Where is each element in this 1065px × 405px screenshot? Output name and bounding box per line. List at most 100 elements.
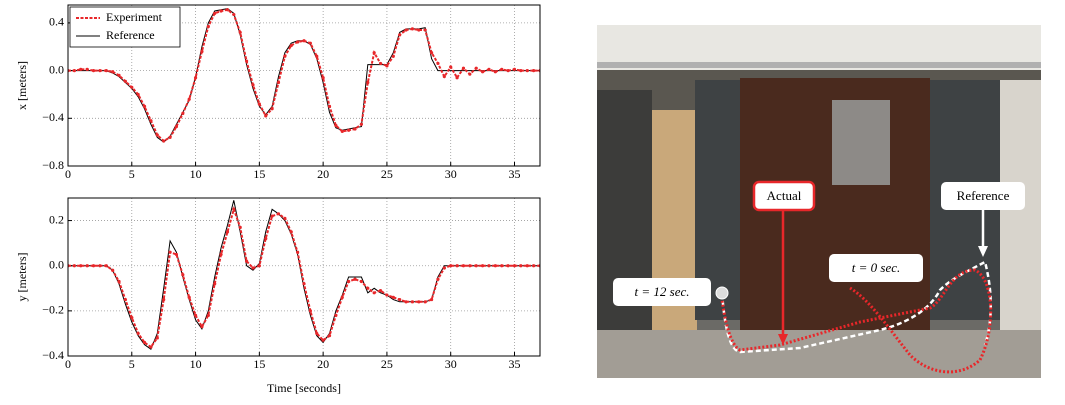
data-point [379, 62, 382, 65]
data-point [207, 314, 210, 317]
data-point [296, 251, 299, 254]
data-point [130, 86, 133, 89]
data-point [283, 217, 286, 220]
data-point [334, 124, 337, 127]
data-point [398, 33, 401, 36]
data-point [232, 208, 235, 211]
y-tick-label: −0.8 [42, 158, 64, 172]
data-point [430, 51, 433, 54]
data-point [373, 291, 376, 294]
data-point [277, 212, 280, 215]
data-point [156, 133, 159, 136]
x-tick-label: 35 [508, 167, 520, 181]
x-tick-label: 25 [381, 167, 393, 181]
data-point [462, 264, 465, 267]
x-tick-label: 20 [317, 167, 329, 181]
data-point [73, 264, 76, 267]
data-point [360, 280, 363, 283]
data-point [162, 139, 165, 142]
photo: Actual Reference t = 12 sec. t = 0 sec. [597, 25, 1041, 378]
data-point [124, 80, 127, 83]
data-point [481, 264, 484, 267]
data-point [98, 69, 101, 72]
data-point [130, 316, 133, 319]
series-line [68, 200, 540, 349]
x-tick-label: 5 [129, 357, 135, 371]
data-point [290, 44, 293, 47]
data-point [213, 282, 216, 285]
data-point [92, 264, 95, 267]
data-point [315, 332, 318, 335]
data-point [392, 55, 395, 58]
data-point [443, 75, 446, 78]
data-point [328, 334, 331, 337]
data-point [424, 300, 427, 303]
data-point [264, 114, 267, 117]
data-point [124, 298, 127, 301]
data-point [105, 69, 108, 72]
data-point [117, 280, 120, 283]
data-point [404, 28, 407, 31]
reference-label: Reference [957, 188, 1010, 203]
data-point [487, 264, 490, 267]
plot-area [66, 200, 541, 349]
data-point [143, 105, 146, 108]
floor [597, 330, 1041, 378]
data-point [315, 55, 318, 58]
x-axis-label: Time [seconds] [267, 381, 341, 395]
data-point [532, 264, 535, 267]
data-point [111, 269, 114, 272]
data-point [290, 230, 293, 233]
data-point [264, 237, 267, 240]
data-point [500, 68, 503, 71]
data-point [283, 55, 286, 58]
data-point [137, 93, 140, 96]
x-tick-label: 0 [65, 167, 71, 181]
door-window [832, 100, 890, 185]
data-point [385, 64, 388, 67]
x-tick-label: 30 [445, 357, 457, 371]
data-point [519, 69, 522, 72]
data-point [149, 119, 152, 122]
robot [716, 287, 728, 299]
x-tick-label: 20 [317, 357, 329, 371]
data-point [462, 67, 465, 70]
data-point [251, 83, 254, 86]
x-tick-label: 30 [445, 167, 457, 181]
data-point [149, 345, 152, 348]
data-point [92, 69, 95, 72]
data-point [468, 73, 471, 76]
data-point [417, 28, 420, 31]
x-tick-label: 10 [190, 357, 202, 371]
data-point [258, 102, 261, 105]
frame-top [597, 62, 1041, 68]
data-point [156, 336, 159, 339]
data-point [181, 273, 184, 276]
data-point [411, 27, 414, 30]
figure: Actual Reference t = 12 sec. t = 0 sec. … [0, 0, 1065, 400]
data-point [239, 31, 242, 34]
data-point [494, 70, 497, 73]
x-tick-label: 10 [190, 167, 202, 181]
data-point [175, 125, 178, 128]
data-point [424, 28, 427, 31]
y-tick-label: 0.2 [49, 212, 64, 226]
data-point [245, 59, 248, 62]
data-point [226, 8, 229, 11]
data-point [468, 264, 471, 267]
data-point [500, 264, 503, 267]
data-point [379, 289, 382, 292]
data-point [436, 62, 439, 65]
data-point [455, 264, 458, 267]
data-point [232, 13, 235, 16]
data-point [86, 264, 89, 267]
data-point [526, 264, 529, 267]
data-point [404, 300, 407, 303]
y-tick-label: 0.0 [49, 257, 64, 271]
x-tick-label: 35 [508, 357, 520, 371]
data-point [105, 264, 108, 267]
data-point [271, 107, 274, 110]
data-point [392, 296, 395, 299]
wall-left [652, 110, 697, 345]
data-point [366, 81, 369, 84]
